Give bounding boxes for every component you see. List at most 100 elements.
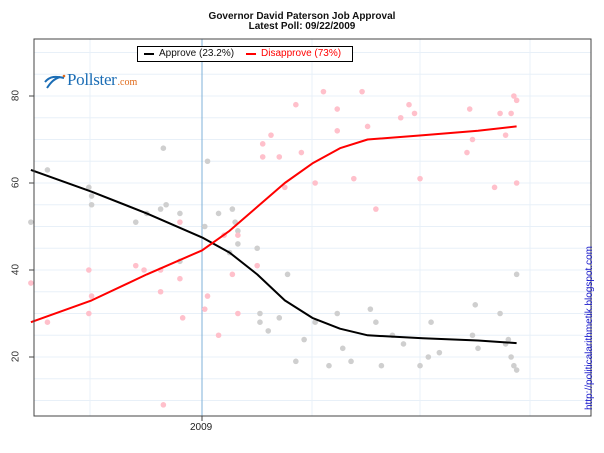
- legend-disapprove: Disapprove (73%): [246, 46, 341, 62]
- approve-point: [86, 184, 92, 191]
- approve-point: [257, 319, 263, 326]
- legend-approve: Approve (23.2%): [144, 46, 234, 62]
- approve-point: [276, 315, 283, 321]
- approve-point: [28, 219, 34, 225]
- approve-point: [160, 145, 167, 151]
- disapprove-point: [157, 288, 164, 295]
- disapprove-point: [497, 110, 503, 117]
- approve-point: [367, 306, 374, 312]
- approve-point: [472, 302, 479, 308]
- disapprove-point: [254, 262, 260, 269]
- disapprove-point: [177, 219, 183, 225]
- legend-approve-label: Approve (23.2%): [159, 48, 235, 59]
- approve-point: [497, 310, 503, 317]
- chart-legend: Approve (23.2%) Disapprove (73%): [137, 46, 353, 62]
- approve-point: [348, 358, 354, 365]
- disapprove-point: [44, 319, 51, 326]
- disapprove-point: [491, 184, 498, 191]
- disapprove-point: [359, 88, 365, 95]
- disapprove-point: [215, 332, 222, 339]
- approve-point: [428, 319, 434, 326]
- disapprove-point: [334, 106, 341, 112]
- approve-point: [475, 345, 481, 352]
- disapprove-point: [513, 97, 520, 104]
- approve-point: [417, 362, 423, 369]
- source-url-link[interactable]: http://politicalarithmetik.blogspot.com: [584, 246, 595, 410]
- disapprove-point: [373, 206, 379, 212]
- approve-point: [88, 201, 95, 208]
- approve-point: [425, 354, 432, 360]
- approve-point: [215, 210, 222, 217]
- pollster-logo: Pollster .com: [44, 70, 137, 90]
- disapprove-point: [86, 267, 92, 273]
- logo-name: Pollster: [67, 70, 117, 89]
- disapprove-point: [177, 275, 183, 282]
- approve-point: [293, 358, 299, 365]
- approve-swatch: [144, 53, 154, 55]
- approve-point: [505, 336, 512, 343]
- approve-point: [400, 341, 407, 347]
- approve-point: [508, 354, 514, 360]
- disapprove-point: [276, 154, 283, 160]
- disapprove-point: [466, 106, 473, 112]
- disapprove-point: [88, 293, 95, 299]
- disapprove-point: [406, 101, 412, 108]
- gridlines: [34, 39, 591, 416]
- approve-point: [201, 223, 208, 230]
- plot-border: [33, 38, 592, 417]
- approve-point: [339, 345, 346, 352]
- disapprove-point: [298, 149, 305, 156]
- disapprove-swatch: [246, 53, 257, 55]
- trend-lines: [30, 125, 517, 345]
- disapprove-point: [229, 271, 236, 278]
- approve-trend-line: [30, 168, 517, 345]
- disapprove-trend-line: [30, 125, 517, 324]
- approve-point: [284, 271, 291, 278]
- approve-point: [511, 362, 517, 369]
- disapprove-point: [351, 175, 357, 182]
- disapprove-point: [334, 128, 341, 134]
- disapprove-point: [411, 110, 418, 117]
- approve-point: [301, 336, 307, 343]
- disapprove-point: [28, 280, 34, 286]
- approve-point: [132, 219, 139, 225]
- approve-point: [469, 332, 476, 339]
- chart-subtitle: Latest Poll: 09/22/2009: [248, 21, 356, 32]
- disapprove-point: [86, 310, 92, 317]
- approve-point: [257, 310, 263, 317]
- disapprove-point: [508, 110, 514, 117]
- y-tick-label: 20: [10, 350, 22, 363]
- approve-point: [235, 241, 241, 247]
- y-tick-label: 60: [10, 176, 22, 189]
- approve-point: [436, 349, 443, 356]
- disapprove-point: [160, 402, 167, 408]
- y-tick-label: 80: [10, 89, 22, 102]
- approve-point: [229, 206, 236, 212]
- y-tick-label: 40: [10, 263, 22, 276]
- disapprove-point: [417, 175, 423, 182]
- disapprove-point: [235, 232, 241, 238]
- approve-point: [513, 367, 520, 373]
- approve-point: [177, 210, 183, 217]
- disapprove-point: [364, 123, 371, 130]
- logo-suffix: .com: [117, 77, 138, 88]
- disapprove-point: [259, 141, 266, 147]
- disapprove-point: [464, 149, 470, 156]
- approve-point: [88, 193, 95, 199]
- chart-title: Governor David Paterson Job Approval: [208, 11, 396, 22]
- disapprove-point: [511, 93, 517, 99]
- approve-point: [378, 362, 385, 369]
- disapprove-point: [282, 184, 288, 191]
- approve-point: [163, 201, 169, 208]
- disapprove-point: [312, 180, 318, 186]
- disapprove-point: [141, 267, 147, 273]
- approve-point: [254, 245, 260, 252]
- approve-point: [513, 271, 520, 278]
- disapprove-point: [397, 114, 404, 121]
- approve-point: [235, 228, 241, 234]
- disapprove-point: [179, 315, 186, 321]
- disapprove-point: [201, 306, 208, 312]
- approve-point: [44, 167, 51, 173]
- approve-point: [312, 319, 318, 326]
